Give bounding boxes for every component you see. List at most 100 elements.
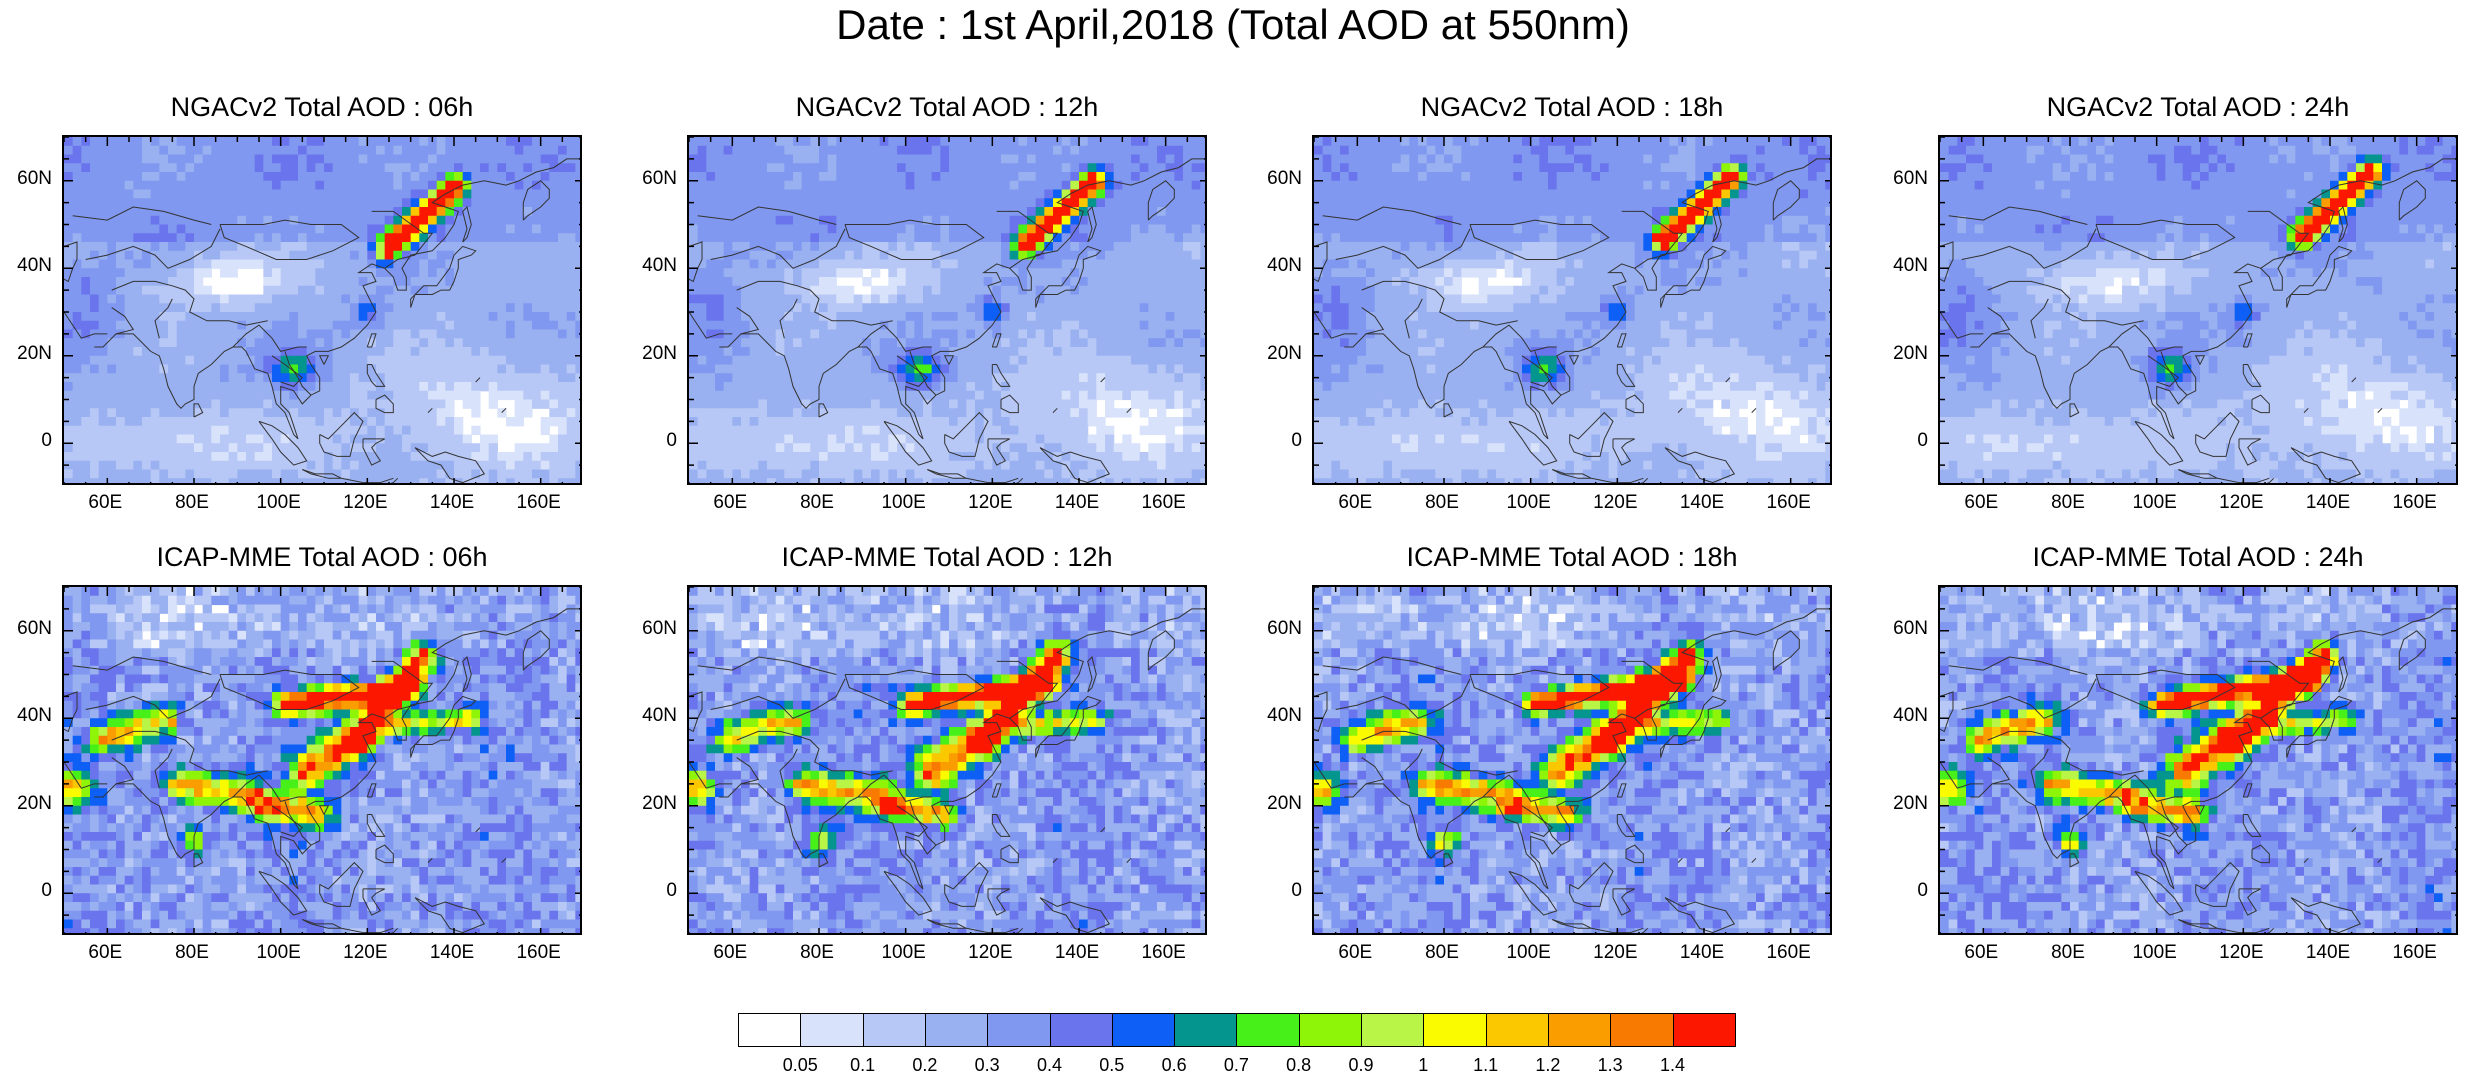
lat-tick-label: 0 <box>1878 431 1928 451</box>
colorbar-label: 0.3 <box>957 1055 1017 1075</box>
lon-tick-label: 80E <box>1412 943 1472 963</box>
colorbar-swatch <box>1486 1013 1550 1047</box>
panel-title-icap-06: ICAP-MME Total AOD : 06h <box>62 542 582 572</box>
lon-tick-label: 120E <box>335 943 395 963</box>
lat-tick-label: 20N <box>1878 794 1928 814</box>
lon-tick-label: 160E <box>1134 943 1194 963</box>
aod-map-ngac-18 <box>1314 137 1832 485</box>
lat-tick-label: 40N <box>627 256 677 276</box>
lat-tick-label: 0 <box>627 431 677 451</box>
map-panel-icap-12 <box>687 585 1207 935</box>
aod-map-icap-12 <box>689 587 1207 935</box>
lat-tick-label: 40N <box>627 706 677 726</box>
lon-tick-label: 140E <box>2298 943 2358 963</box>
aod-map-icap-24 <box>1940 587 2458 935</box>
lon-tick-label: 60E <box>75 493 135 513</box>
lon-tick-label: 160E <box>2385 943 2445 963</box>
aod-map-ngac-06 <box>64 137 582 485</box>
map-panel-icap-18 <box>1312 585 1832 935</box>
lat-tick-label: 40N <box>1252 256 1302 276</box>
aod-grid-cells <box>1314 587 1832 935</box>
lon-tick-label: 80E <box>787 493 847 513</box>
map-panel-ngac-06 <box>62 135 582 485</box>
map-panel-icap-06 <box>62 585 582 935</box>
lat-tick-label: 20N <box>1878 344 1928 364</box>
lon-tick-label: 120E <box>2211 943 2271 963</box>
lat-tick-label: 40N <box>1878 256 1928 276</box>
lat-tick-label: 40N <box>1252 706 1302 726</box>
aod-grid-cells <box>64 137 582 485</box>
colorbar-label: 1.1 <box>1456 1055 1516 1075</box>
lat-tick-label: 0 <box>2 881 52 901</box>
lon-tick-label: 80E <box>162 493 222 513</box>
lon-tick-label: 120E <box>960 943 1020 963</box>
lat-tick-label: 40N <box>2 706 52 726</box>
map-panel-icap-24 <box>1938 585 2458 935</box>
lon-tick-label: 160E <box>1134 493 1194 513</box>
lon-tick-label: 80E <box>162 943 222 963</box>
panel-title-icap-24: ICAP-MME Total AOD : 24h <box>1938 542 2458 572</box>
panel-title-ngac-18: NGACv2 Total AOD : 18h <box>1312 92 1832 122</box>
colorbar-swatch <box>1548 1013 1612 1047</box>
lat-tick-label: 60N <box>2 169 52 189</box>
lat-tick-label: 20N <box>1252 344 1302 364</box>
lon-tick-label: 140E <box>1047 943 1107 963</box>
colorbar-label: 1.2 <box>1518 1055 1578 1075</box>
panel-title-icap-12: ICAP-MME Total AOD : 12h <box>687 542 1207 572</box>
colorbar-swatch <box>1050 1013 1114 1047</box>
lon-tick-label: 160E <box>509 493 569 513</box>
colorbar-label: 0.7 <box>1206 1055 1266 1075</box>
panel-title-ngac-06: NGACv2 Total AOD : 06h <box>62 92 582 122</box>
lon-tick-label: 60E <box>1951 943 2011 963</box>
colorbar-label: 1.3 <box>1580 1055 1640 1075</box>
lon-tick-label: 100E <box>1499 493 1559 513</box>
colorbar-swatch <box>1112 1013 1176 1047</box>
lon-tick-label: 160E <box>1759 493 1819 513</box>
aod-map-icap-06 <box>64 587 582 935</box>
colorbar-swatch <box>1361 1013 1425 1047</box>
lon-tick-label: 140E <box>1047 493 1107 513</box>
lat-tick-label: 0 <box>1252 431 1302 451</box>
map-panel-ngac-24 <box>1938 135 2458 485</box>
colorbar-label: 0.9 <box>1331 1055 1391 1075</box>
colorbar-swatch <box>738 1013 802 1047</box>
lon-tick-label: 60E <box>1325 493 1385 513</box>
lon-tick-label: 60E <box>700 943 760 963</box>
map-panel-ngac-12 <box>687 135 1207 485</box>
lon-tick-label: 160E <box>2385 493 2445 513</box>
colorbar-swatch <box>1610 1013 1674 1047</box>
lon-tick-label: 80E <box>1412 493 1472 513</box>
colorbar-swatch <box>1174 1013 1238 1047</box>
lat-tick-label: 20N <box>1252 794 1302 814</box>
lon-tick-label: 160E <box>1759 943 1819 963</box>
lon-tick-label: 120E <box>960 493 1020 513</box>
colorbar-swatch <box>1673 1013 1737 1047</box>
lon-tick-label: 140E <box>422 493 482 513</box>
lon-tick-label: 100E <box>249 493 309 513</box>
colorbar-swatch <box>925 1013 989 1047</box>
lon-tick-label: 120E <box>1585 943 1645 963</box>
map-panel-ngac-18 <box>1312 135 1832 485</box>
lon-tick-label: 80E <box>2038 493 2098 513</box>
panel-title-ngac-12: NGACv2 Total AOD : 12h <box>687 92 1207 122</box>
aod-grid-cells <box>1940 137 2458 485</box>
lon-tick-label: 160E <box>509 943 569 963</box>
lon-tick-label: 100E <box>1499 943 1559 963</box>
colorbar-swatch <box>987 1013 1051 1047</box>
lat-tick-label: 60N <box>627 169 677 189</box>
lat-tick-label: 60N <box>1252 169 1302 189</box>
lat-tick-label: 60N <box>627 619 677 639</box>
lon-tick-label: 100E <box>874 493 934 513</box>
lat-tick-label: 60N <box>2 619 52 639</box>
lat-tick-label: 0 <box>2 431 52 451</box>
lat-tick-label: 20N <box>2 344 52 364</box>
lon-tick-label: 60E <box>700 493 760 513</box>
lat-tick-label: 40N <box>2 256 52 276</box>
aod-map-ngac-12 <box>689 137 1207 485</box>
lon-tick-label: 120E <box>335 493 395 513</box>
aod-grid-cells <box>689 587 1207 935</box>
panel-title-icap-18: ICAP-MME Total AOD : 18h <box>1312 542 1832 572</box>
colorbar-label: 0.4 <box>1020 1055 1080 1075</box>
lon-tick-label: 100E <box>2125 493 2185 513</box>
main-title: Date : 1st April,2018 (Total AOD at 550n… <box>0 2 2466 48</box>
